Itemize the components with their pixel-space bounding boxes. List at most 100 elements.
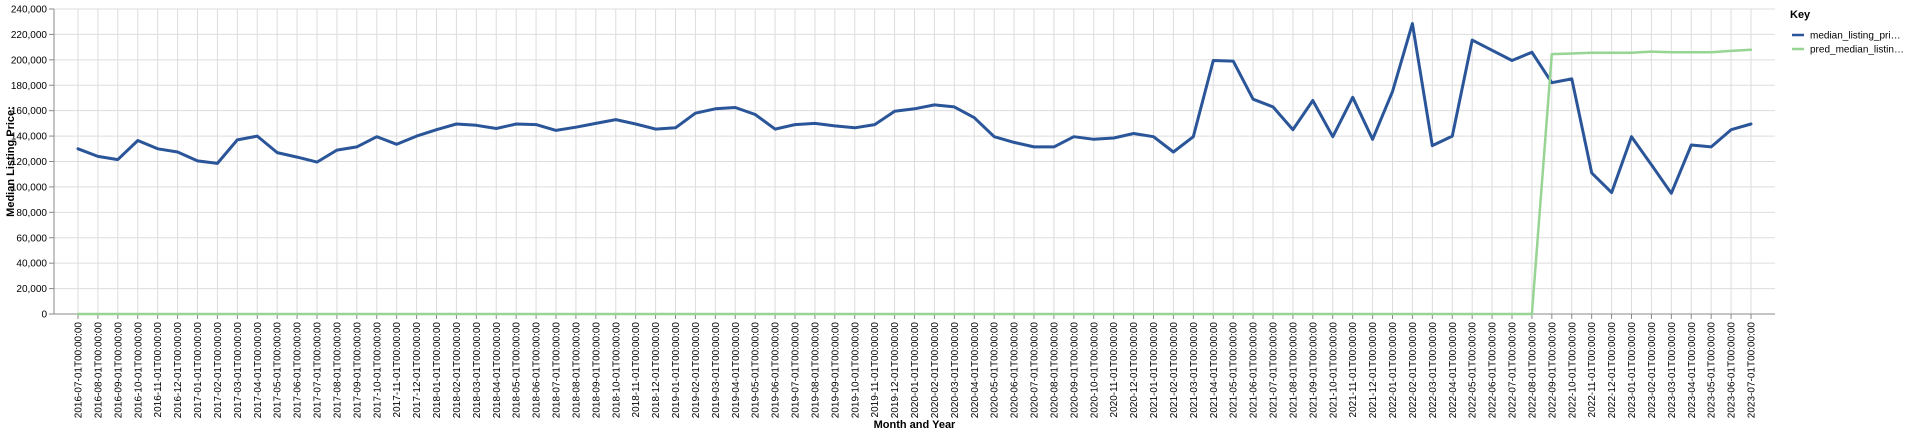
y-tick-label: 140,000	[11, 132, 48, 143]
x-tick-label: 2019-02-01T00:00:00	[691, 322, 702, 419]
x-tick-label: 2019-10-01T00:00:00	[850, 322, 861, 419]
x-tick-label: 2018-12-01T00:00:00	[651, 322, 662, 419]
y-tick-label: 220,000	[11, 30, 48, 41]
x-tick-label: 2017-03-01T00:00:00	[233, 322, 244, 419]
x-tick-label: 2016-10-01T00:00:00	[133, 322, 144, 419]
x-tick-label: 2019-11-01T00:00:00	[870, 322, 881, 418]
x-tick-label: 2021-03-01T00:00:00	[1189, 322, 1200, 419]
y-tick-label: 80,000	[16, 208, 47, 219]
x-tick-label: 2018-07-01T00:00:00	[552, 322, 563, 419]
x-tick-label: 2020-02-01T00:00:00	[930, 322, 941, 419]
x-tick-label: 2022-05-01T00:00:00	[1468, 322, 1479, 419]
x-tick-label: 2019-09-01T00:00:00	[830, 322, 841, 419]
x-tick-label: 2017-08-01T00:00:00	[332, 322, 343, 419]
x-tick-label: 2022-07-01T00:00:00	[1508, 322, 1519, 419]
x-axis-title: Month and Year	[874, 419, 956, 431]
y-tick-label: 40,000	[16, 259, 47, 270]
x-tick-label: 2017-06-01T00:00:00	[293, 322, 304, 419]
x-tick-label: 2023-01-01T00:00:00	[1627, 322, 1638, 419]
gridlines	[54, 8, 1775, 315]
legend-label-1: median_listing_pri…	[1810, 31, 1901, 42]
x-tick-label: 2018-01-01T00:00:00	[432, 322, 443, 419]
x-tick-label: 2018-09-01T00:00:00	[591, 322, 602, 419]
x-tick-label: 2020-08-01T00:00:00	[1049, 322, 1060, 419]
y-tick-label: 100,000	[11, 182, 48, 193]
x-tick-label: 2019-07-01T00:00:00	[791, 322, 802, 419]
x-tick-label: 2016-11-01T00:00:00	[153, 322, 164, 418]
x-tick-label: 2020-03-01T00:00:00	[950, 322, 961, 419]
legend-entries: median_listing_pri… pred_median_listin…	[1792, 31, 1904, 56]
legend: Key median_listing_pri… pred_median_listi…	[1790, 9, 1904, 56]
x-tick-label: 2017-02-01T00:00:00	[213, 322, 224, 419]
x-tick-label: 2021-05-01T00:00:00	[1229, 322, 1240, 419]
x-tick-label: 2022-03-01T00:00:00	[1428, 322, 1439, 419]
x-tick-label: 2018-06-01T00:00:00	[532, 322, 543, 419]
x-tick-label: 2018-02-01T00:00:00	[452, 322, 463, 419]
series-lines	[76, 22, 1753, 316]
y-tick-label: 120,000	[11, 157, 48, 168]
x-tick-label: 2023-06-01T00:00:00	[1727, 322, 1738, 419]
x-tick-label: 2022-01-01T00:00:00	[1388, 322, 1399, 419]
x-tick-label: 2020-01-01T00:00:00	[910, 322, 921, 419]
x-tick-label: 2023-03-01T00:00:00	[1667, 322, 1678, 419]
x-tick-label: 2019-08-01T00:00:00	[810, 322, 821, 419]
x-tick-label: 2020-10-01T00:00:00	[1089, 322, 1100, 419]
axes	[49, 8, 1775, 319]
x-tick-label: 2023-07-01T00:00:00	[1747, 322, 1758, 419]
x-tick-label: 2022-09-01T00:00:00	[1547, 322, 1558, 419]
x-tick-label: 2020-05-01T00:00:00	[990, 322, 1001, 419]
x-tick-label: 2020-07-01T00:00:00	[1030, 322, 1041, 419]
x-tick-label: 2016-09-01T00:00:00	[113, 322, 124, 419]
x-tick-label: 2018-04-01T00:00:00	[492, 322, 503, 419]
legend-title: Key	[1790, 9, 1811, 21]
x-tick-label: 2021-09-01T00:00:00	[1308, 322, 1319, 419]
y-tick-label: 180,000	[11, 81, 48, 92]
x-tick-label: 2017-01-01T00:00:00	[193, 322, 204, 419]
x-tick-label: 2022-11-01T00:00:00	[1587, 322, 1598, 418]
x-tick-label: 2017-09-01T00:00:00	[352, 322, 363, 419]
x-tick-label: 2018-03-01T00:00:00	[472, 322, 483, 419]
series-line-2	[76, 48, 1753, 316]
x-tick-label: 2022-06-01T00:00:00	[1488, 322, 1499, 419]
x-tick-label: 2021-07-01T00:00:00	[1269, 322, 1280, 419]
tick-labels: 0 20,000 40,000 60,000 80,000 100,000 120,000 1…	[11, 5, 1758, 419]
x-tick-label: 2021-08-01T00:00:00	[1288, 322, 1299, 419]
y-tick-label: 0	[41, 310, 47, 321]
x-tick-label: 2017-05-01T00:00:00	[273, 322, 284, 419]
x-tick-label: 2016-07-01T00:00:00	[74, 322, 85, 419]
x-tick-label: 2016-12-01T00:00:00	[173, 322, 184, 419]
x-tick-label: 2018-05-01T00:00:00	[512, 322, 523, 419]
y-tick-label: 200,000	[11, 55, 48, 66]
series-line-1	[76, 22, 1753, 195]
x-tick-label: 2023-05-01T00:00:00	[1707, 322, 1718, 419]
x-tick-label: 2020-09-01T00:00:00	[1069, 322, 1080, 419]
x-tick-label: 2019-03-01T00:00:00	[711, 322, 722, 419]
x-tick-label: 2022-08-01T00:00:00	[1527, 322, 1538, 419]
x-tick-label: 2017-07-01T00:00:00	[313, 322, 324, 419]
x-tick-label: 2023-04-01T00:00:00	[1687, 322, 1698, 419]
x-tick-label: 2017-10-01T00:00:00	[372, 322, 383, 419]
x-tick-label: 2021-06-01T00:00:00	[1249, 322, 1260, 419]
x-tick-label: 2019-12-01T00:00:00	[890, 322, 901, 419]
x-tick-label: 2019-04-01T00:00:00	[731, 322, 742, 419]
x-tick-label: 2019-05-01T00:00:00	[751, 322, 762, 419]
x-tick-label: 2018-11-01T00:00:00	[631, 322, 642, 418]
x-tick-label: 2018-10-01T00:00:00	[611, 322, 622, 419]
y-tick-label: 20,000	[16, 284, 47, 295]
y-tick-label: 240,000	[11, 5, 48, 16]
x-tick-label: 2019-01-01T00:00:00	[671, 322, 682, 419]
x-tick-label: 2021-10-01T00:00:00	[1328, 322, 1339, 419]
x-tick-label: 2020-04-01T00:00:00	[970, 322, 981, 419]
legend-label-2: pred_median_listin…	[1810, 45, 1904, 56]
x-tick-label: 2020-12-01T00:00:00	[1129, 322, 1140, 419]
x-tick-label: 2020-11-01T00:00:00	[1109, 322, 1120, 418]
x-tick-label: 2019-06-01T00:00:00	[771, 322, 782, 419]
x-tick-label: 2017-11-01T00:00:00	[392, 322, 403, 418]
x-tick-label: 2016-08-01T00:00:00	[93, 322, 104, 419]
x-tick-label: 2018-08-01T00:00:00	[571, 322, 582, 419]
x-tick-label: 2017-04-01T00:00:00	[253, 322, 264, 419]
x-tick-label: 2022-12-01T00:00:00	[1607, 322, 1618, 419]
x-tick-label: 2022-02-01T00:00:00	[1408, 322, 1419, 419]
